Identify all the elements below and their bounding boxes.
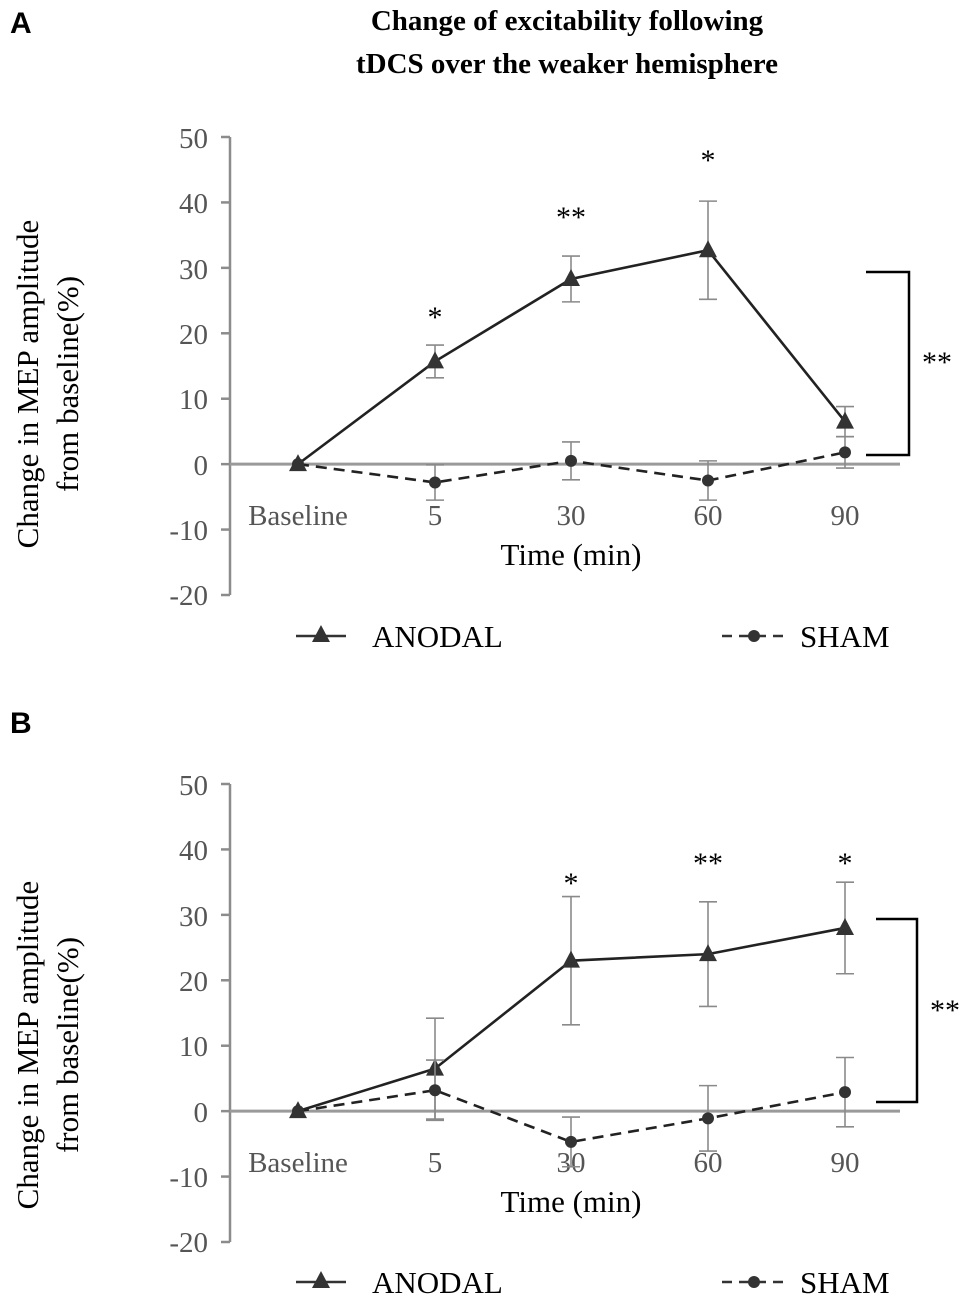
y-tick-label: -20 <box>169 580 208 612</box>
legend-anodal-label: ANODAL <box>372 1265 503 1300</box>
series-line-sham <box>297 1088 846 1144</box>
data-point-sham <box>292 458 304 471</box>
significance-marker: ** <box>693 847 723 880</box>
x-tick-label: 30 <box>557 500 586 532</box>
x-tick-label: 60 <box>694 500 723 532</box>
significance-marker: ** <box>556 201 586 234</box>
data-point-anodal <box>699 944 717 962</box>
panel-b: B Change in MEP amplitude from baseline(… <box>10 707 960 1300</box>
significance-marker: * <box>701 144 716 177</box>
data-point-sham <box>702 474 714 487</box>
triangle-marker-icon <box>312 1271 330 1288</box>
data-point-sham <box>429 476 441 489</box>
legend-sham-label: SHAM <box>800 619 890 654</box>
panel-letter-a: A <box>10 7 32 40</box>
significance-marker: * <box>838 847 853 880</box>
y-tick-label: 10 <box>179 384 208 416</box>
significance-markers: * ** * <box>428 144 716 334</box>
y-axis-label-line2: from baseline(%) <box>50 276 85 492</box>
x-tick-label: 90 <box>831 500 860 532</box>
chart-title-line1: Change of excitability following <box>371 5 764 37</box>
y-tick-label: -10 <box>169 1162 208 1194</box>
x-tick-label: Baseline <box>248 500 348 532</box>
y-tick-label: -10 <box>169 515 208 547</box>
x-tick-labels: Baseline 5 30 60 90 <box>248 1147 859 1179</box>
circle-marker-icon <box>748 1276 760 1288</box>
legend-sham-label: SHAM <box>800 1265 890 1300</box>
plot-area <box>221 782 900 1244</box>
x-tick-label: 5 <box>428 1147 443 1179</box>
data-point-sham <box>565 1135 577 1148</box>
x-tick-labels: Baseline 5 30 60 90 <box>248 500 859 532</box>
chart-title-line2: tDCS over the weaker hemisphere <box>356 48 778 80</box>
plot-area <box>221 135 900 597</box>
y-tick-label: 0 <box>194 450 209 482</box>
group-significance-bracket <box>876 917 919 1104</box>
significance-marker: * <box>428 301 443 334</box>
y-tick-label: 20 <box>179 966 208 998</box>
y-axis-label-line1: Change in MEP amplitude <box>10 220 45 549</box>
panel-letter-b: B <box>10 707 32 740</box>
y-tick-label: 40 <box>179 835 208 867</box>
data-point-sham <box>429 1084 441 1097</box>
legend: ANODAL SHAM <box>296 619 890 654</box>
y-tick-label: 0 <box>194 1097 209 1129</box>
group-significance-bracket <box>866 270 911 457</box>
data-point-sham <box>702 1112 714 1125</box>
y-tick-label: 50 <box>179 123 208 155</box>
x-tick-label: 60 <box>694 1147 723 1179</box>
data-point-anodal <box>562 950 580 968</box>
data-point-anodal <box>426 351 444 369</box>
x-axis-label: Time (min) <box>501 1184 642 1219</box>
data-point-sham <box>839 1086 851 1099</box>
data-point-sham <box>292 1105 304 1118</box>
significance-markers: * ** * <box>564 847 853 900</box>
data-point-anodal <box>699 240 717 258</box>
data-point-anodal <box>562 268 580 286</box>
y-tick-label: 20 <box>179 319 208 351</box>
panel-a: A Change of excitability following tDCS … <box>10 5 952 654</box>
y-tick-label: 40 <box>179 188 208 220</box>
x-tick-label: Baseline <box>248 1147 348 1179</box>
data-point-anodal <box>836 917 854 935</box>
y-tick-label: 10 <box>179 1031 208 1063</box>
y-tick-label: 30 <box>179 901 208 933</box>
y-tick-label: -20 <box>169 1227 208 1259</box>
data-point-anodal <box>836 411 854 429</box>
group-significance-label: ** <box>922 346 952 379</box>
legend: ANODAL SHAM <box>296 1265 890 1300</box>
legend-anodal-label: ANODAL <box>372 619 503 654</box>
data-point-sham <box>839 446 851 459</box>
data-point-sham <box>565 454 577 467</box>
circle-marker-icon <box>748 630 760 642</box>
group-significance-label: ** <box>930 994 960 1027</box>
y-tick-label: 50 <box>179 770 208 802</box>
x-tick-label: 5 <box>428 500 443 532</box>
x-axis-label: Time (min) <box>501 537 642 572</box>
y-tick-label: 30 <box>179 254 208 286</box>
y-tick-labels: 50 40 30 20 10 0 -10 -20 <box>169 770 208 1259</box>
significance-marker: * <box>564 867 579 900</box>
y-axis-label-line2: from baseline(%) <box>50 937 85 1153</box>
x-tick-label: 90 <box>831 1147 860 1179</box>
triangle-marker-icon <box>312 625 330 642</box>
y-axis-label-line1: Change in MEP amplitude <box>10 881 45 1210</box>
y-tick-labels: 50 40 30 20 10 0 -10 -20 <box>169 123 208 612</box>
